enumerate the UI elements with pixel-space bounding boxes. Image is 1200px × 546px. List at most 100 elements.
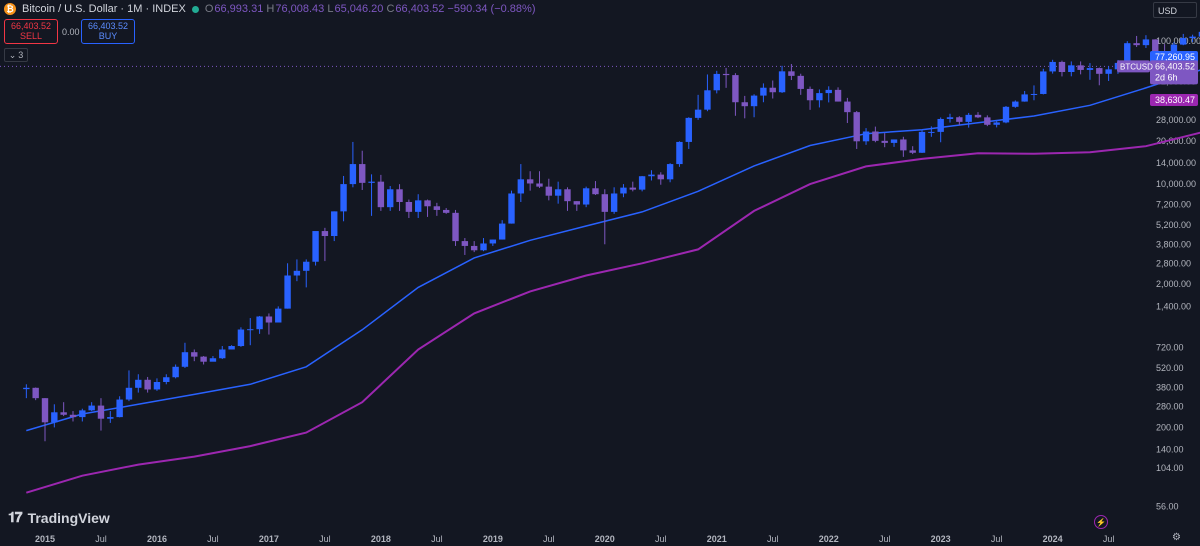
candle-body bbox=[387, 189, 394, 208]
indicators-toggle[interactable]: ⌄ 3 bbox=[4, 48, 28, 62]
candle-body bbox=[172, 366, 179, 378]
candle-body bbox=[79, 410, 86, 418]
candle-body bbox=[1049, 61, 1056, 72]
candle bbox=[377, 174, 385, 211]
tradingview-icon: 𝟏𝟕 bbox=[8, 509, 23, 525]
candle-body bbox=[88, 405, 95, 411]
candle bbox=[125, 370, 133, 402]
candle bbox=[51, 404, 58, 428]
candle-body bbox=[275, 308, 282, 323]
candle bbox=[1012, 100, 1019, 108]
candle-body bbox=[97, 405, 105, 419]
candle bbox=[909, 146, 916, 155]
candle-body bbox=[1058, 61, 1066, 72]
candle-body bbox=[396, 189, 403, 202]
candle bbox=[153, 378, 161, 391]
candle bbox=[79, 408, 86, 422]
candle bbox=[1058, 60, 1066, 77]
candle bbox=[340, 175, 347, 222]
candle-body bbox=[974, 114, 982, 118]
candle-body bbox=[844, 101, 851, 113]
gear-icon[interactable]: ⚙ bbox=[1172, 532, 1181, 543]
symbol-legend[interactable]: ₿ Bitcoin / U.S. Dollar · 1M · INDEX O66… bbox=[4, 3, 536, 15]
symbol-tag-bg bbox=[1117, 60, 1150, 73]
market-status-icon[interactable] bbox=[191, 5, 199, 13]
x-tick-label: Jul bbox=[95, 534, 107, 544]
y-tick-label: 200.00 bbox=[1156, 422, 1184, 432]
lightning-icon[interactable]: ⚡ bbox=[1094, 515, 1108, 529]
y-tick-label: 5,200.00 bbox=[1156, 220, 1191, 230]
candle-body bbox=[648, 174, 655, 177]
candle bbox=[1086, 63, 1094, 80]
candle bbox=[107, 411, 114, 423]
candle bbox=[788, 63, 795, 81]
candle-body bbox=[144, 379, 151, 390]
candle-body bbox=[517, 179, 525, 194]
candle bbox=[816, 89, 823, 108]
candle-body bbox=[349, 164, 357, 185]
x-tick-label: Jul bbox=[655, 534, 667, 544]
candle-body bbox=[424, 200, 431, 207]
y-tick-label: 380.00 bbox=[1156, 382, 1184, 392]
candle-body bbox=[331, 211, 338, 237]
candle-body bbox=[657, 174, 664, 180]
candle bbox=[694, 94, 702, 120]
candle-body bbox=[638, 176, 646, 190]
x-axis[interactable]: 2015 Jul 2016 Jul 2017 Jul 2018 Jul 2019 Jul 2020 J… bbox=[35, 534, 1114, 544]
candle bbox=[60, 402, 67, 417]
candle bbox=[741, 95, 748, 119]
bitcoin-icon: ₿ bbox=[4, 3, 16, 15]
candle bbox=[396, 184, 403, 211]
candle bbox=[433, 202, 441, 216]
y-tick-label: 10,000.00 bbox=[1156, 179, 1196, 189]
x-tick-label: Jul bbox=[431, 534, 443, 544]
candle-body bbox=[816, 93, 823, 101]
candle-body bbox=[1021, 94, 1028, 102]
candle-body bbox=[200, 356, 207, 362]
currency-selector[interactable]: USD bbox=[1153, 2, 1197, 18]
candle-body bbox=[564, 189, 571, 202]
candle bbox=[610, 187, 618, 214]
tradingview-logo[interactable]: 𝟏𝟕 TradingView bbox=[8, 509, 110, 526]
candle-body bbox=[797, 75, 804, 89]
candle bbox=[1030, 85, 1038, 101]
candle-body bbox=[666, 164, 674, 180]
candle bbox=[144, 376, 151, 393]
candle-body bbox=[573, 201, 581, 205]
candle-body bbox=[536, 183, 543, 187]
buy-button[interactable]: 66,403.52 BUY bbox=[81, 19, 135, 44]
sell-label: SELL bbox=[19, 31, 43, 41]
sell-button[interactable]: 66,403.52 SELL bbox=[4, 19, 58, 44]
candle bbox=[237, 327, 245, 347]
candle bbox=[284, 263, 291, 309]
candle-body bbox=[321, 231, 329, 237]
candle-body bbox=[909, 150, 916, 153]
candle-body bbox=[125, 387, 133, 400]
candle bbox=[965, 112, 972, 128]
candle-body bbox=[191, 352, 198, 357]
x-tick-label: Jul bbox=[207, 534, 219, 544]
candle bbox=[638, 175, 646, 192]
candle bbox=[1040, 68, 1047, 95]
y-axis[interactable]: 56.00 104.00 140.00 200.00 280.00 380.00 520.0… bbox=[1148, 0, 1200, 546]
x-tick-label: Jul bbox=[319, 534, 331, 544]
candle bbox=[293, 259, 301, 282]
candle bbox=[946, 113, 954, 123]
candle bbox=[778, 65, 786, 93]
candle-body bbox=[937, 118, 944, 132]
candle-body bbox=[1189, 36, 1196, 39]
candle bbox=[797, 73, 804, 95]
candle-body bbox=[1133, 43, 1140, 46]
candle-body bbox=[918, 131, 926, 153]
candle bbox=[424, 199, 431, 217]
candle-body bbox=[265, 316, 273, 323]
candle-body bbox=[1180, 38, 1187, 45]
y-tick-label: 2,000.00 bbox=[1156, 279, 1191, 289]
candle-body bbox=[554, 189, 562, 196]
ma-slow-value-tag-bg bbox=[1150, 94, 1198, 107]
last-price-value: 66,403.52 bbox=[1155, 61, 1195, 71]
symbol-title[interactable]: Bitcoin / U.S. Dollar · 1M · INDEX bbox=[22, 3, 186, 15]
last-price-tag-bg bbox=[1150, 60, 1198, 85]
candle-body bbox=[498, 223, 506, 240]
